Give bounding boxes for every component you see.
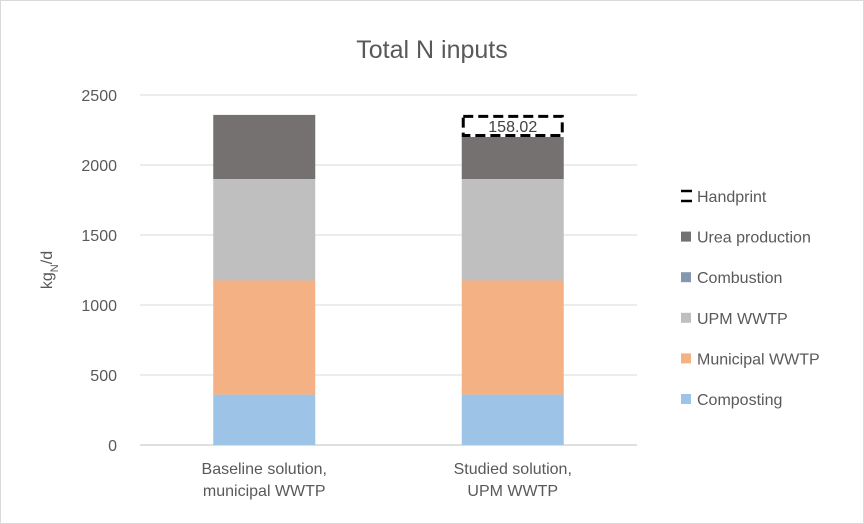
y-tick-label-1500: 1500 <box>81 228 117 245</box>
legend-label-handprint: Handprint <box>697 189 767 206</box>
chart-title: Total N inputs <box>356 36 507 64</box>
bar-composting-0 <box>213 394 316 445</box>
handprint-box <box>461 114 564 137</box>
legend-swatch-upm-wwtp <box>681 312 691 323</box>
legend: Handprint Urea production Combustion UPM WW… <box>681 189 820 409</box>
x-tick-label-0: Baseline solution, municipal WWTP <box>202 461 327 500</box>
x-tick-label-line: UPM WWTP <box>467 483 558 500</box>
bar-urea-production-0 <box>213 114 316 179</box>
legend-swatch-urea-production <box>681 231 691 242</box>
legend-label-composting: Composting <box>697 392 782 409</box>
legend-swatch-composting <box>681 394 691 404</box>
bar-composting-1 <box>461 394 564 445</box>
bars: 158.02 <box>213 114 564 445</box>
y-tick-label-500: 500 <box>90 368 117 385</box>
handprint-value-label: 158.02 <box>488 119 537 136</box>
legend-swatch-combustion <box>681 272 691 283</box>
bar-municipal-wwtp-0 <box>213 280 316 395</box>
y-axis-ticks: 0 500 1000 1500 2000 2500 <box>81 88 117 455</box>
y-tick-label-2500: 2500 <box>81 88 117 105</box>
x-tick-label-line: Baseline solution, <box>202 461 327 478</box>
bar-upm-wwtp-0 <box>213 179 316 281</box>
y-axis-label: kgN/d <box>39 251 61 289</box>
x-tick-label-1: Studied solution, UPM WWTP <box>454 461 572 500</box>
x-axis-labels: Baseline solution, municipal WWTP Studied … <box>202 461 572 500</box>
y-tick-label-1000: 1000 <box>81 298 117 315</box>
y-axis-label-sub: N <box>49 264 61 272</box>
legend-label-municipal-wwtp: Municipal WWTP <box>697 351 820 368</box>
y-axis-label-main: kg <box>39 272 56 289</box>
bar-urea-production-1 <box>461 137 564 179</box>
x-tick-label-line: Studied solution, <box>454 461 572 478</box>
legend-swatch-municipal-wwtp <box>681 353 691 364</box>
legend-label-upm-wwtp: UPM WWTP <box>697 311 788 328</box>
y-tick-label-0: 0 <box>108 438 117 455</box>
y-axis-label-tail: /d <box>39 251 56 264</box>
bar-municipal-wwtp-1 <box>461 280 564 395</box>
y-tick-label-2000: 2000 <box>81 158 117 175</box>
bar-upm-wwtp-1 <box>461 179 564 281</box>
legend-label-combustion: Combustion <box>697 270 782 287</box>
legend-label-urea-production: Urea production <box>697 230 811 247</box>
x-tick-label-line: municipal WWTP <box>203 483 326 500</box>
